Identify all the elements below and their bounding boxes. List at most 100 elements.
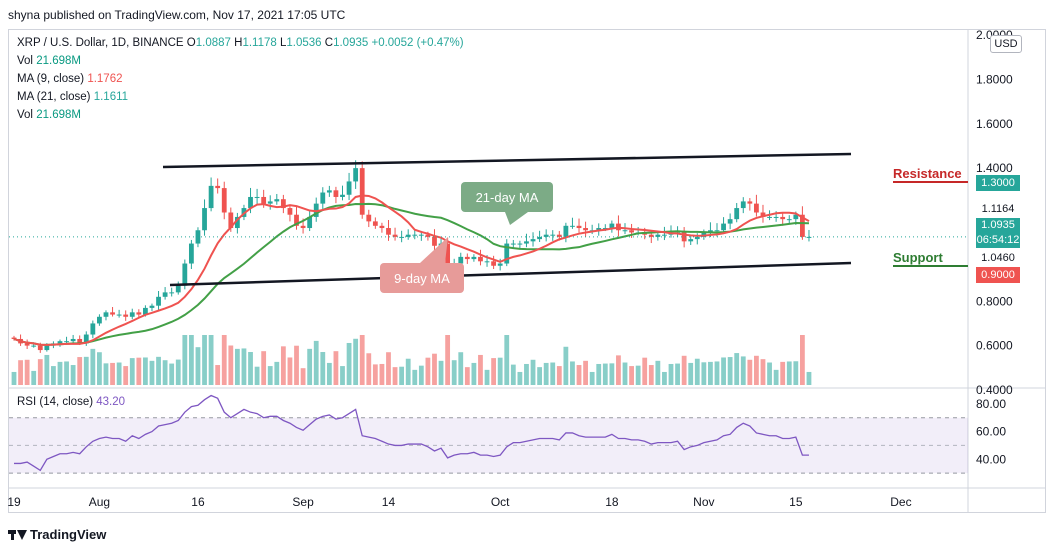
- candle: [464, 256, 470, 260]
- volume-bar: [609, 363, 615, 385]
- candle: [793, 214, 799, 220]
- tradingview-logo-icon: [8, 529, 27, 540]
- candle: [83, 334, 89, 344]
- time-tick-label: Sep: [292, 495, 314, 509]
- legend-close-label: C: [324, 37, 334, 49]
- ma9-callout: [380, 263, 464, 293]
- candle: [379, 225, 385, 229]
- bar-countdown: 06:54:12: [976, 234, 1020, 246]
- legend-high-label: H: [234, 37, 243, 49]
- volume-bar: [754, 355, 759, 385]
- volume-bar: [248, 352, 253, 385]
- legend-ma21: 1.1611: [93, 91, 129, 103]
- candle: [747, 201, 753, 204]
- candle: [97, 316, 102, 324]
- volume-bar: [681, 355, 687, 385]
- candle: [563, 225, 569, 237]
- candle: [156, 296, 161, 306]
- volume-bar: [780, 361, 786, 385]
- volume-bar: [405, 358, 411, 385]
- volume-bar: [773, 369, 779, 385]
- volume-bar: [346, 342, 352, 385]
- candle: [570, 225, 575, 227]
- candle: [215, 185, 221, 189]
- candle: [510, 243, 516, 245]
- support-price-tag: 0.9000: [976, 267, 1020, 283]
- volume-bar: [464, 367, 470, 385]
- volume-bar: [530, 359, 536, 385]
- volume-bar: [425, 357, 431, 385]
- candle: [175, 285, 181, 293]
- candle: [596, 228, 602, 231]
- volume-bar: [478, 354, 483, 385]
- volume-bar: [294, 345, 299, 385]
- volume-bar: [537, 367, 542, 385]
- volume-bar: [366, 353, 372, 385]
- candle: [556, 234, 562, 237]
- candle: [44, 345, 50, 351]
- legend-vol: 21.698M: [36, 55, 81, 67]
- candle: [77, 338, 83, 344]
- volume-bar: [740, 356, 746, 385]
- volume-bar: [767, 362, 772, 385]
- candle: [773, 216, 779, 218]
- legend-low-label: L: [279, 37, 287, 49]
- legend-vol2-row: Vol 21.698M: [17, 109, 81, 121]
- candle: [188, 243, 194, 264]
- volume-bar: [524, 363, 529, 385]
- volume-bar: [353, 338, 359, 385]
- time-tick-label: Oct: [491, 495, 510, 509]
- volume-bar: [563, 346, 569, 385]
- legend-ma9-row: MA (9, close) 1.1762: [17, 73, 123, 85]
- chart-frame: [8, 29, 1046, 513]
- volume-bar: [215, 365, 221, 385]
- candle: [530, 239, 536, 242]
- price-tick-label: 0.8000: [976, 294, 1013, 308]
- volume-bar: [31, 370, 37, 385]
- legend-open-label: O: [186, 37, 196, 49]
- resistance-price-tag: 1.3000: [976, 175, 1020, 191]
- candle: [366, 214, 372, 222]
- volume-bar: [576, 365, 582, 385]
- volume-bar: [64, 361, 69, 385]
- legend-rsi: 43.20: [96, 396, 126, 408]
- volume-bar: [418, 365, 424, 385]
- currency-badge[interactable]: USD: [990, 35, 1022, 53]
- volume-bar: [510, 364, 516, 385]
- candle: [740, 201, 746, 209]
- volume-bar: [208, 335, 214, 385]
- candle: [208, 185, 214, 209]
- candle: [136, 312, 142, 315]
- candle: [143, 307, 148, 315]
- time-tick-label: 15: [789, 495, 803, 509]
- candle: [162, 292, 168, 297]
- price-tick-label: 1.4000: [976, 161, 1013, 175]
- candle: [320, 192, 326, 204]
- candle: [346, 181, 352, 195]
- volume-bar: [642, 357, 648, 385]
- volume-bar: [340, 366, 345, 385]
- candle: [780, 216, 786, 220]
- volume-bar: [37, 359, 43, 385]
- volume-bar: [267, 366, 273, 385]
- volume-bar: [734, 353, 740, 385]
- candle: [806, 236, 812, 238]
- candle: [491, 261, 497, 266]
- volume-bar: [129, 358, 135, 385]
- volume-bar: [116, 362, 122, 385]
- candle: [760, 212, 766, 217]
- candle: [294, 214, 299, 226]
- candle: [326, 190, 332, 193]
- candle: [248, 196, 253, 209]
- volume-bar: [793, 361, 799, 385]
- candle: [261, 196, 267, 204]
- rsi-line: [14, 394, 809, 472]
- legend-low: 1.0536: [286, 37, 322, 49]
- candle: [694, 236, 700, 240]
- volume-bar: [570, 361, 575, 385]
- volume-bar: [90, 348, 96, 385]
- volume-bar: [162, 360, 168, 385]
- ma21-line: [13, 202, 810, 346]
- volume-bar: [662, 371, 667, 385]
